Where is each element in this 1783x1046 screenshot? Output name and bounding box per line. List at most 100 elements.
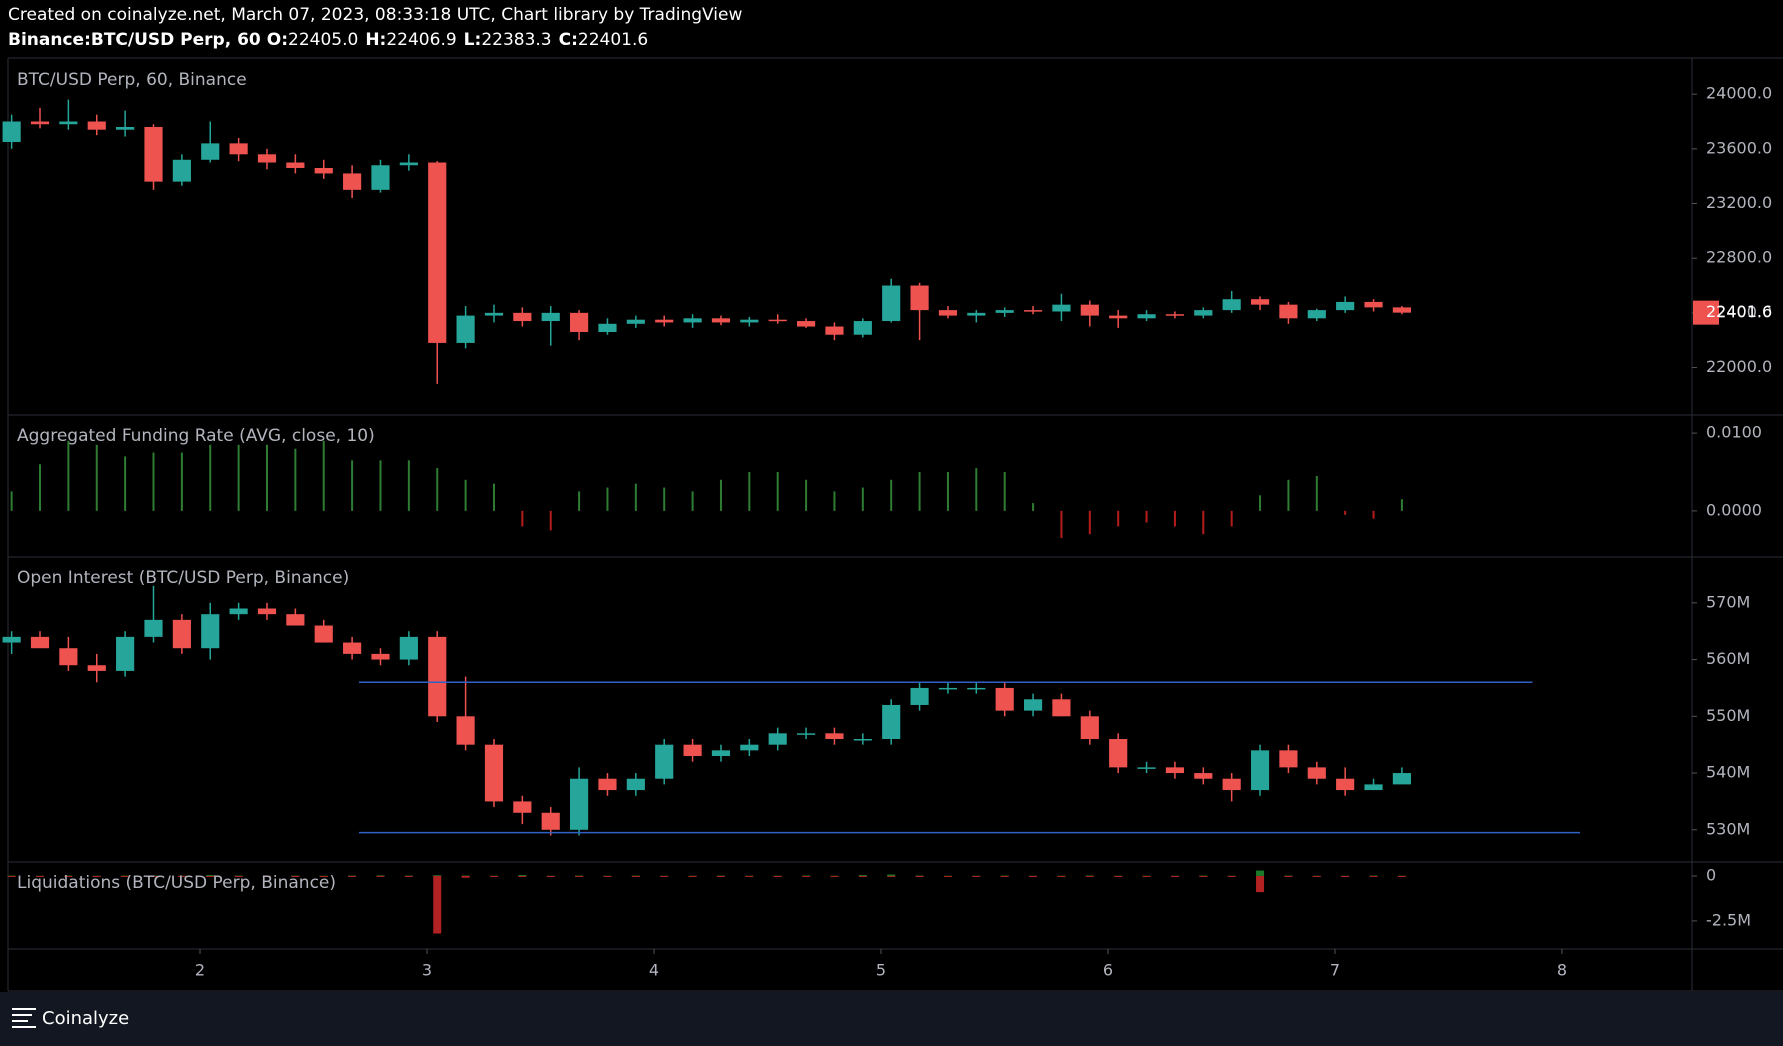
bar <box>404 875 413 877</box>
candle-body <box>371 165 390 190</box>
pane-title: Liquidations (BTC/USD Perp, Binance) <box>17 873 336 893</box>
bar <box>691 491 694 511</box>
bar <box>1060 510 1063 539</box>
bar <box>1284 875 1293 877</box>
candle-body <box>286 162 305 168</box>
bar <box>546 875 555 877</box>
candle-body <box>116 126 135 130</box>
candle-body <box>598 323 617 332</box>
candle-body <box>796 733 816 735</box>
bar <box>319 875 328 877</box>
bar <box>887 874 896 876</box>
bar <box>433 875 442 934</box>
bar <box>1344 510 1347 515</box>
candle-body <box>314 167 333 174</box>
candle-body <box>1364 301 1383 308</box>
candle-body <box>1194 310 1213 316</box>
candle-body <box>144 619 163 637</box>
header-line: Created on coinalyze.net, March 07, 2023… <box>8 5 743 25</box>
candle-body <box>257 608 277 615</box>
candle-body <box>513 312 532 322</box>
bar <box>578 491 581 511</box>
candle-body <box>371 653 390 660</box>
candle-body <box>1109 315 1128 319</box>
candle-body <box>683 744 702 757</box>
candle-body <box>598 778 617 791</box>
bar <box>773 875 782 877</box>
bar <box>1256 870 1265 876</box>
bar <box>291 875 300 877</box>
y-tick-label: 22400.0 <box>1706 302 1772 321</box>
y-tick-label: 540M <box>1706 763 1750 782</box>
bar <box>918 472 921 511</box>
x-tick-label: 4 <box>649 961 659 980</box>
candle-body <box>995 687 1014 711</box>
candle-body <box>1023 310 1043 312</box>
bar <box>206 875 215 877</box>
candle-body <box>1080 304 1099 316</box>
candle-body <box>144 126 163 182</box>
y-tick-label: -2.5M <box>1706 910 1751 929</box>
candle-body <box>740 744 759 751</box>
chart: 22000.0 22400.0 22800.0 23200.0 23600.0 24000… <box>2 57 1783 992</box>
candle-body <box>1222 299 1241 311</box>
candle-body <box>116 636 135 671</box>
bar <box>521 510 524 527</box>
bar <box>861 487 864 511</box>
y-tick-label: 0.0000 <box>1706 500 1762 519</box>
candle-body <box>1052 699 1071 717</box>
bar <box>1057 875 1066 877</box>
bar <box>322 440 325 511</box>
candle-body <box>967 687 986 690</box>
bar <box>1230 510 1233 527</box>
pane-title: BTC/USD Perp, 60, Binance <box>17 70 247 90</box>
bar <box>10 491 13 511</box>
bar <box>518 875 527 877</box>
bar <box>1173 510 1176 527</box>
bar <box>1114 875 1123 877</box>
ohlc-key: L: <box>463 30 482 50</box>
candle-body <box>740 319 759 323</box>
candle-body <box>1307 310 1326 319</box>
candle-body <box>513 801 532 813</box>
last-price-label: 22401.6 <box>1706 302 1772 321</box>
candle-body <box>172 159 191 182</box>
bar <box>376 875 385 877</box>
candle-body <box>1336 301 1355 311</box>
candle-body <box>1023 699 1043 711</box>
bar <box>1315 475 1318 511</box>
x-tick-label: 6 <box>1103 961 1113 980</box>
y-tick-label: 22800.0 <box>1706 248 1772 267</box>
bar <box>972 875 981 877</box>
bar <box>745 875 754 877</box>
bar <box>549 510 552 531</box>
bar <box>124 456 127 511</box>
candle-body <box>995 310 1014 313</box>
candle-body <box>201 614 220 649</box>
candle-body <box>172 619 191 649</box>
bar <box>1170 875 1179 877</box>
candle-body <box>626 778 645 791</box>
bar <box>975 468 978 511</box>
bar <box>1397 875 1406 877</box>
candle-body <box>655 319 674 323</box>
candle-body <box>286 614 305 626</box>
candle-body <box>853 321 872 335</box>
y-tick-label: 0.0100 <box>1706 423 1762 442</box>
bar <box>67 440 70 511</box>
bar <box>376 875 385 877</box>
bar <box>1117 510 1120 527</box>
symbol: Binance:BTC/USD Perp, 60 <box>8 30 261 50</box>
bar <box>407 460 410 511</box>
candle-body <box>343 642 362 654</box>
bar <box>1029 875 1038 877</box>
candle-body <box>570 312 589 332</box>
bar <box>1142 875 1151 877</box>
bar <box>64 875 73 877</box>
candle-body <box>87 121 106 130</box>
bar <box>887 875 896 877</box>
x-tick-label: 2 <box>195 961 205 980</box>
bar <box>1341 875 1350 877</box>
bar <box>833 491 836 511</box>
candle-body <box>655 744 674 779</box>
